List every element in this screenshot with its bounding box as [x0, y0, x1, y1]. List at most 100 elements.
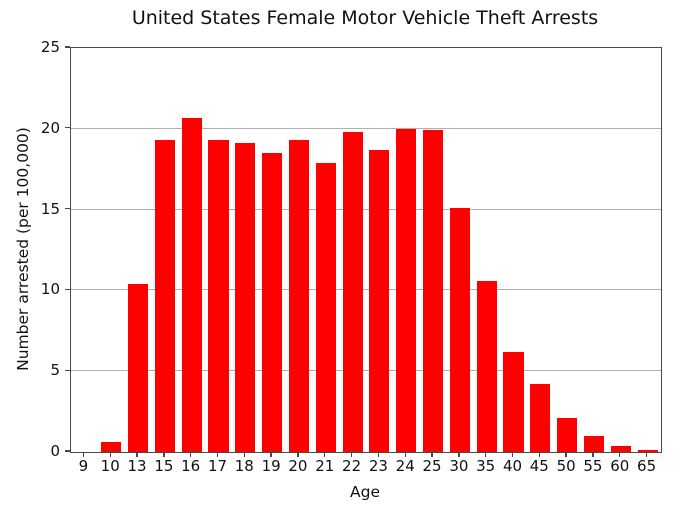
x-tick-label: 21: [315, 457, 335, 475]
x-tick-mark: [109, 452, 111, 458]
x-tick-mark: [82, 452, 85, 458]
x-tick-label: 18: [234, 457, 254, 475]
bar-age-18: [235, 143, 256, 452]
x-tick-mark: [485, 452, 487, 458]
x-tick-mark: [243, 452, 245, 458]
bar-age-22: [342, 132, 363, 452]
y-tick-label: 0: [50, 442, 60, 460]
y-tick-label: 5: [50, 361, 60, 380]
x-tick-label: 22: [342, 457, 362, 475]
bar-age-10: [101, 442, 122, 452]
bar-slot-age-24: [393, 48, 420, 452]
x-tick-label: 15: [154, 457, 174, 475]
x-tick-label: 40: [502, 457, 523, 475]
bar-slot-age-19: [259, 48, 286, 452]
bar-slot-age-35: [473, 48, 500, 452]
bar-age-13: [127, 283, 149, 452]
bar-slot-age-45: [527, 48, 554, 452]
x-tick-mark: [350, 452, 353, 458]
x-tick-label: 16: [181, 457, 201, 475]
bar-slot-age-13: [125, 48, 152, 452]
x-tick-mark: [190, 452, 192, 458]
x-tick-mark: [404, 452, 406, 458]
x-tick-mark: [645, 452, 648, 458]
bar-age-17: [208, 140, 229, 452]
bar-slot-age-55: [581, 48, 608, 452]
y-tick-mark: [65, 288, 70, 291]
x-tick-label: 60: [610, 457, 630, 475]
bar-slot-age-23: [366, 48, 393, 452]
x-tick-label: 23: [368, 457, 388, 475]
x-tick-mark: [270, 452, 272, 458]
bar-age-16: [181, 117, 202, 452]
x-tick-mark: [592, 452, 594, 458]
x-tick-mark: [216, 452, 219, 458]
x-tick-label: 30: [449, 457, 469, 475]
bar-slot-age-50: [554, 48, 581, 452]
x-tick-mark: [377, 452, 380, 458]
x-tick-mark: [431, 452, 433, 458]
bar-slot-age-18: [232, 48, 259, 452]
y-tick-label: 10: [40, 280, 60, 299]
bar-slot-age-25: [420, 48, 447, 452]
x-tick-label: 65: [637, 457, 657, 475]
chart-title: United States Female Motor Vehicle Theft…: [131, 7, 599, 29]
bar-slot-age-60: [607, 48, 634, 452]
y-tick-mark: [65, 450, 70, 452]
x-tick-label: 25: [422, 457, 442, 475]
bar-age-60: [610, 445, 631, 452]
x-tick-mark: [511, 452, 514, 458]
x-tick-label: 17: [207, 457, 228, 475]
x-tick-mark: [565, 452, 567, 458]
x-tick-mark: [163, 452, 165, 458]
x-tick-label: 19: [261, 457, 281, 475]
x-tick-label: 35: [476, 457, 496, 475]
x-tick-label: 24: [395, 457, 415, 475]
x-tick-label: 13: [127, 457, 147, 475]
y-tick-label: 25: [40, 38, 60, 56]
bar-age-21: [315, 162, 336, 452]
x-tick-mark: [458, 452, 460, 458]
bar-age-19: [262, 153, 283, 452]
bar-age-35: [476, 280, 497, 452]
bar-slot-age-21: [312, 48, 339, 452]
x-tick-label: 9: [78, 457, 89, 475]
bar-slot-age-40: [500, 48, 527, 452]
x-tick-label: 10: [100, 457, 120, 475]
gridline-y-5: [71, 370, 661, 372]
x-axis-label: Age: [350, 483, 380, 501]
bar-age-45: [530, 384, 551, 452]
bar-slot-age-16: [178, 48, 205, 452]
x-tick-mark: [297, 452, 299, 458]
bar-age-40: [503, 351, 524, 452]
x-tick-label: 55: [583, 457, 603, 475]
y-tick-label: 15: [40, 199, 60, 218]
bar-age-20: [288, 140, 309, 452]
bar-slot-age-30: [446, 48, 473, 452]
gridline-y-20: [71, 127, 661, 129]
bar-age-55: [583, 435, 604, 452]
bar-age-30: [449, 207, 470, 452]
x-tick-mark: [324, 452, 326, 458]
bar-slot-age-10: [98, 48, 125, 452]
bar-age-65: [637, 450, 658, 452]
bar-slot-age-9: [71, 48, 98, 452]
x-tick-label: 20: [288, 457, 308, 475]
y-tick-mark: [65, 207, 70, 210]
bar-slot-age-20: [286, 48, 313, 452]
y-tick-mark: [65, 127, 70, 129]
gridline-y-10: [71, 289, 661, 291]
x-tick-mark: [136, 452, 138, 458]
bar-slot-age-15: [151, 48, 178, 452]
x-tick-label: 50: [556, 457, 576, 475]
bar-age-50: [557, 418, 578, 452]
x-tick-mark: [619, 452, 621, 458]
gridline-y-15: [71, 208, 661, 210]
y-tick-label: 20: [40, 118, 60, 137]
bar-slot-age-22: [339, 48, 366, 452]
bar-age-15: [154, 140, 175, 452]
y-axis-label: Number arrested (per 100,000): [14, 127, 32, 371]
bar-age-25: [422, 130, 444, 452]
bar-slot-age-17: [205, 48, 232, 452]
